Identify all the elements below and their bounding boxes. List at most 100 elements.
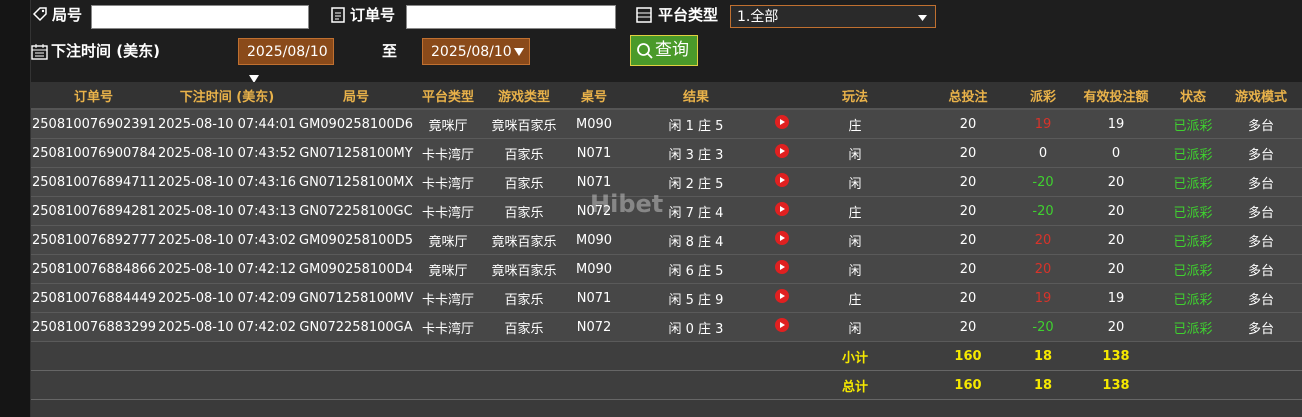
cell-result: 闲 6 庄 5 <box>622 254 770 284</box>
cell-play: 庄 <box>794 109 916 139</box>
date-from[interactable]: 2025/08/10 <box>238 38 334 83</box>
cell-payout: 0 <box>1020 138 1066 168</box>
date-to[interactable]: 2025/08/10 <box>422 38 530 65</box>
cell-order: 250810076884449 <box>31 283 156 313</box>
cell-valid: 20 <box>1066 167 1166 197</box>
video-cell <box>770 312 794 342</box>
summary-spacer <box>1166 370 1302 400</box>
cell-status: 已派彩 <box>1166 138 1220 168</box>
date-arrow <box>513 48 524 56</box>
video-cell <box>770 225 794 255</box>
bet-row: 250810076884449 2025-08-10 07:42:09 GN0712… <box>31 283 1302 313</box>
cell-status: 已派彩 <box>1166 196 1220 226</box>
play-icon[interactable] <box>775 144 789 158</box>
summary-label: 总计 <box>794 370 916 400</box>
cell-order: 250810076892777 <box>31 225 156 255</box>
column-header: 下注时间 (美东) <box>156 82 298 110</box>
tag-icon <box>32 7 47 22</box>
cell-platform: 竟咪厅 <box>414 225 482 255</box>
cell-play: 庄 <box>794 283 916 313</box>
column-header: 局号 <box>298 82 414 110</box>
cell-game: 百家乐 <box>482 283 566 313</box>
table-area: 订单号 下注时间 (美东) 局号 平台类型 游戏类型 桌号 结果 玩法 总投注 派彩 有效投注额 状态… <box>31 82 1302 417</box>
cell-round: GM090258100D5 <box>298 225 414 255</box>
column-header: 平台类型 <box>414 82 482 110</box>
column-header: 游戏类型 <box>482 82 566 110</box>
cell-bet: 20 <box>916 196 1020 226</box>
cell-status: 已派彩 <box>1166 283 1220 313</box>
bet-row: 250810076883299 2025-08-10 07:42:02 GN0722… <box>31 312 1302 342</box>
play-icon[interactable] <box>775 115 789 129</box>
video-cell <box>770 138 794 168</box>
cell-game: 百家乐 <box>482 138 566 168</box>
cell-order: 250810076894281 <box>31 196 156 226</box>
sidebar <box>0 0 31 417</box>
search-text: 查询 <box>655 40 689 60</box>
play-icon[interactable] <box>775 289 789 303</box>
cell-time: 2025-08-10 07:43:16 <box>156 167 298 197</box>
cell-table: N072 <box>566 312 622 342</box>
cell-table: N071 <box>566 167 622 197</box>
watermark: Hibet <box>590 190 664 218</box>
play-icon[interactable] <box>775 202 789 216</box>
cell-play: 闲 <box>794 225 916 255</box>
cell-order: 250810076902391 <box>31 109 156 139</box>
order-input[interactable] <box>406 5 616 29</box>
play-icon[interactable] <box>775 231 789 245</box>
cell-table: M090 <box>566 225 622 255</box>
summary-spacer <box>1166 341 1302 371</box>
video-cell <box>770 254 794 284</box>
cell-bet: 20 <box>916 138 1020 168</box>
cell-order: 250810076900784 <box>31 138 156 168</box>
column-header: 总投注 <box>916 82 1020 110</box>
platform-label: 平台类型 <box>658 6 719 24</box>
cell-order: 250810076884866 <box>31 254 156 284</box>
cell-valid: 20 <box>1066 254 1166 284</box>
cell-result: 闲 0 庄 3 <box>622 312 770 342</box>
order-label: 订单号 <box>350 6 396 24</box>
cell-order: 250810076894711 <box>31 167 156 197</box>
play-icon[interactable] <box>775 260 789 274</box>
summary-spacer <box>31 370 794 400</box>
summary-bet: 160 <box>916 341 1020 371</box>
to-label: 至 <box>382 42 398 60</box>
cell-time: 2025-08-10 07:42:02 <box>156 312 298 342</box>
platform-select[interactable]: 1.全部 <box>730 5 936 28</box>
cell-round: GM090258100D6 <box>298 109 414 139</box>
play-icon[interactable] <box>775 318 789 332</box>
cell-table: M090 <box>566 109 622 139</box>
column-header: 玩法 <box>794 82 916 110</box>
search-icon <box>637 43 653 59</box>
column-header: 状态 <box>1166 82 1220 110</box>
cell-valid: 0 <box>1066 138 1166 168</box>
cell-status: 已派彩 <box>1166 254 1220 284</box>
cell-game: 竟咪百家乐 <box>482 254 566 284</box>
bet-row: 250810076884866 2025-08-10 07:42:12 GM0902… <box>31 254 1302 284</box>
cell-valid: 19 <box>1066 109 1166 139</box>
cell-game: 竟咪百家乐 <box>482 109 566 139</box>
cell-platform: 竟咪厅 <box>414 254 482 284</box>
icon-header <box>770 82 794 110</box>
cell-platform: 卡卡湾厅 <box>414 167 482 197</box>
table-body: 250810076902391 2025-08-10 07:44:01 GM0902… <box>31 109 1302 400</box>
column-header: 订单号 <box>31 82 156 110</box>
cell-round: GN072258100GC <box>298 196 414 226</box>
round-input[interactable] <box>91 5 309 29</box>
summary-payout: 18 <box>1020 370 1066 400</box>
summary-bet: 160 <box>916 370 1020 400</box>
video-cell <box>770 283 794 313</box>
cell-round: GN071258100MY <box>298 138 414 168</box>
cell-bet: 20 <box>916 225 1020 255</box>
cell-mode: 多台 <box>1220 196 1302 226</box>
cell-result: 闲 5 庄 9 <box>622 283 770 313</box>
cell-round: GN072258100GA <box>298 312 414 342</box>
platform-icon <box>636 7 652 23</box>
bet-table: 订单号 下注时间 (美东) 局号 平台类型 游戏类型 桌号 结果 玩法 总投注 派彩 有效投注额 状态… <box>31 82 1302 400</box>
play-icon[interactable] <box>775 173 789 187</box>
cell-payout: -20 <box>1020 196 1066 226</box>
search-button[interactable]: 查询 <box>630 35 698 66</box>
column-header: 桌号 <box>566 82 622 110</box>
platform-value: 1.全部 <box>737 9 779 25</box>
cell-bet: 20 <box>916 254 1020 284</box>
round-label: 局号 <box>52 6 83 24</box>
